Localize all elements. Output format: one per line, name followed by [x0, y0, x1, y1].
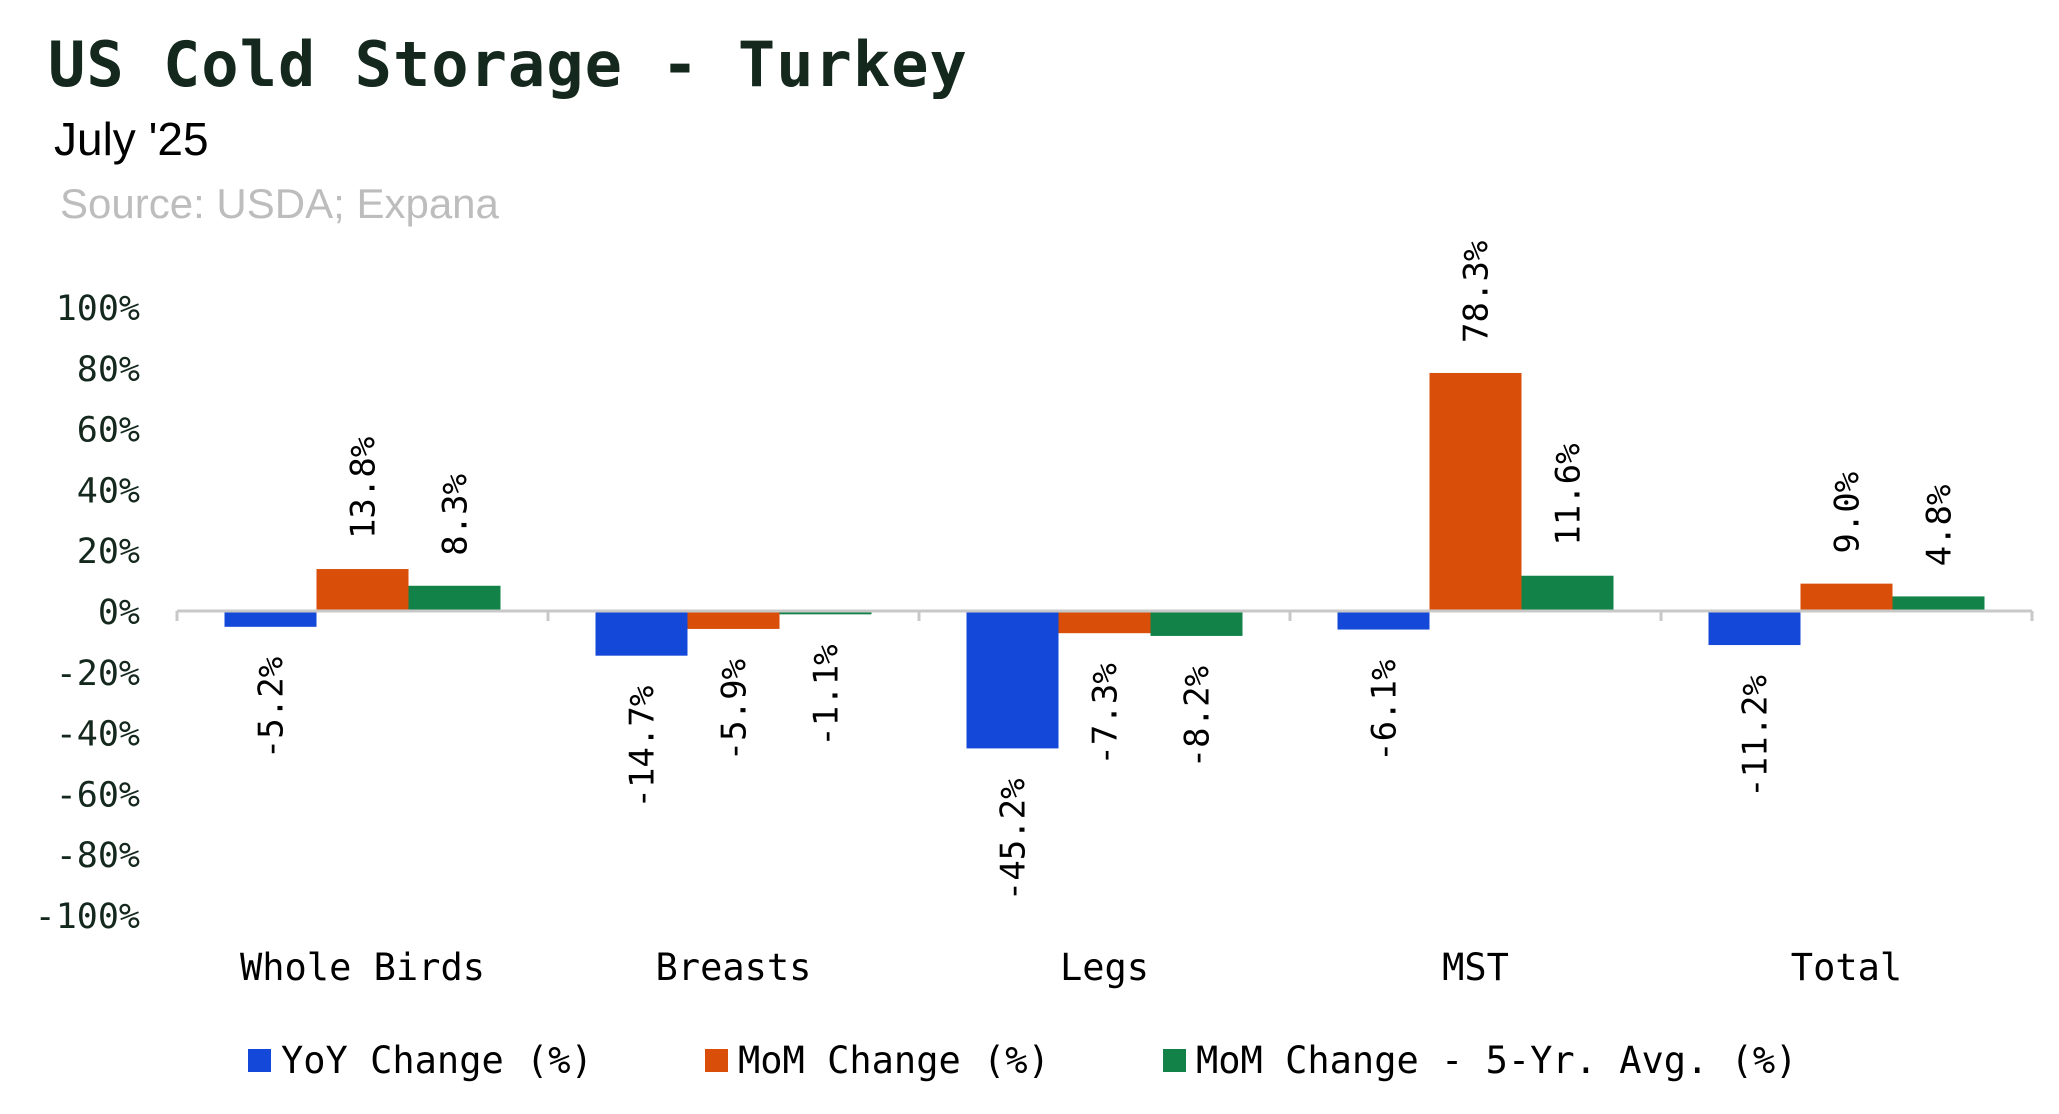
y-tick-label: -100% [35, 897, 140, 937]
bar [595, 611, 688, 656]
category-label: Total [1791, 946, 1902, 989]
y-tick-label: 40% [77, 471, 140, 511]
bar [316, 569, 409, 611]
category-label: Whole Birds [240, 946, 485, 989]
bar [224, 611, 317, 627]
y-tick-label: 60% [77, 411, 140, 451]
y-tick-label: -40% [56, 715, 140, 755]
bar [408, 585, 501, 611]
category-label: MST [1442, 946, 1509, 989]
bar [779, 611, 872, 615]
data-label: -5.9% [715, 659, 755, 761]
bar [1708, 611, 1801, 646]
chart-title: US Cold Storage - Turkey [48, 28, 968, 101]
chart-source: Source: USDA; Expana [60, 180, 499, 227]
legend-swatch [705, 1049, 728, 1072]
y-tick-label: 80% [77, 350, 140, 390]
bar [1800, 583, 1893, 611]
category-label: Breasts [656, 946, 812, 989]
y-tick-label: 20% [77, 532, 140, 572]
bar [687, 611, 780, 629]
data-label: 11.6% [1549, 443, 1589, 545]
data-label: 13.8% [344, 437, 384, 539]
data-label: -5.2% [252, 657, 292, 759]
bar [1150, 611, 1243, 636]
bar [1521, 575, 1614, 611]
data-label: -11.2% [1736, 675, 1776, 798]
legend-label: MoM Change - 5-Yr. Avg. (%) [1196, 1039, 1797, 1082]
bar [1892, 596, 1985, 611]
legend-label: MoM Change (%) [738, 1039, 1050, 1082]
bar [1337, 611, 1430, 630]
data-label: -14.7% [623, 686, 663, 809]
legend-swatch [248, 1049, 271, 1072]
legend-label: YoY Change (%) [281, 1039, 593, 1082]
y-tick-label: -60% [56, 775, 140, 815]
data-label: 9.0% [1828, 472, 1868, 554]
legend-swatch [1163, 1049, 1186, 1072]
data-label: -6.1% [1365, 660, 1405, 762]
bar [1058, 611, 1151, 634]
y-tick-label: 0% [98, 593, 140, 633]
data-label: -8.2% [1178, 666, 1218, 768]
data-label: -1.1% [807, 644, 847, 746]
data-label: 4.8% [1920, 485, 1960, 567]
chart-subtitle: July '25 [54, 113, 209, 165]
y-tick-label: -80% [56, 836, 140, 876]
data-label: 78.3% [1457, 241, 1497, 343]
y-tick-label: -20% [56, 654, 140, 694]
data-label: 8.3% [436, 474, 476, 556]
bar [966, 611, 1059, 749]
y-tick-label: 100% [56, 289, 140, 329]
category-label: Legs [1060, 946, 1149, 989]
data-label: -7.3% [1086, 663, 1126, 765]
bar [1429, 372, 1522, 611]
data-label: -45.2% [994, 778, 1034, 901]
